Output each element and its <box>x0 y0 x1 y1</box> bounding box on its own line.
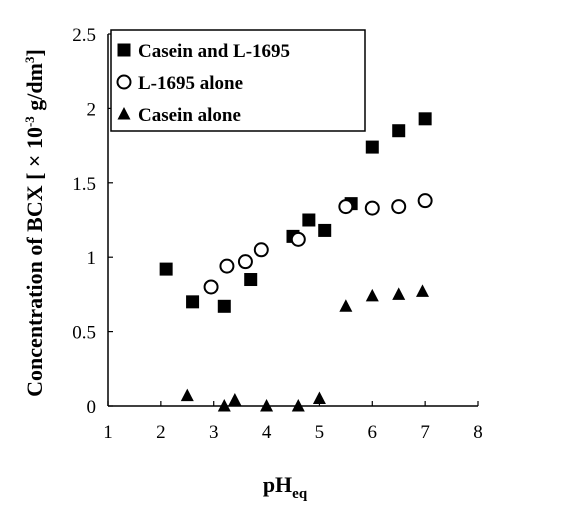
data-point-casein-alone <box>392 287 406 300</box>
y-tick-label: 2 <box>87 99 97 120</box>
data-point-l1695-alone <box>219 258 235 274</box>
y-tick-label: 0 <box>87 397 97 418</box>
data-point-casein-alone <box>339 299 353 312</box>
data-point-l1695-alone <box>253 242 269 258</box>
legend-label-casein-alone: Casein alone <box>138 105 241 126</box>
data-point-casein-and-l1695 <box>244 273 258 287</box>
data-point-casein-and-l1695 <box>318 223 332 237</box>
series-casein-alone <box>180 284 429 412</box>
data-point-l1695-alone <box>203 279 219 295</box>
y-tick-label: 1 <box>87 248 97 269</box>
data-point-l1695-alone <box>338 199 354 215</box>
legend-label-casein-and-l1695: Casein and L-1695 <box>138 41 290 62</box>
data-point-casein-and-l1695 <box>418 112 432 126</box>
legend-box <box>110 29 366 132</box>
x-tick-label: 2 <box>156 422 166 443</box>
legend: Casein and L-1695 L-1695 alone Casein alon… <box>110 29 366 132</box>
data-point-l1695-alone <box>364 200 380 216</box>
x-axis-title: pHeq <box>263 472 308 502</box>
data-point-casein-alone <box>180 388 194 402</box>
data-point-casein-and-l1695 <box>217 299 231 313</box>
y-tick-label: 2.5 <box>72 25 96 46</box>
data-point-l1695-alone <box>391 199 407 215</box>
series-l1695-alone <box>203 193 433 295</box>
x-tick-label: 5 <box>315 422 325 443</box>
x-tick-label: 6 <box>368 422 378 443</box>
data-point-l1695-alone <box>417 193 433 209</box>
data-point-casein-and-l1695 <box>186 295 200 309</box>
data-point-casein-alone <box>365 288 379 302</box>
data-point-l1695-alone <box>237 254 253 270</box>
x-tick-label: 4 <box>262 422 272 443</box>
legend-marker-casein-alone <box>117 107 131 120</box>
data-point-casein-and-l1695 <box>392 124 406 138</box>
data-point-casein-and-l1695 <box>365 140 379 154</box>
data-point-casein-alone <box>291 399 305 412</box>
data-point-l1695-alone <box>290 231 306 247</box>
series-casein-and-l1695 <box>159 112 432 313</box>
data-point-casein-and-l1695 <box>159 262 173 276</box>
x-tick-label: 8 <box>473 422 483 443</box>
data-point-casein-alone <box>228 393 242 406</box>
y-axis-title: Concentration of BCX [ × 10-3 g/dm3] <box>22 49 47 397</box>
data-point-casein-and-l1695 <box>302 213 316 227</box>
axes <box>107 34 478 407</box>
tick-labels: 1 2 3 4 5 6 7 8 0 0.5 1 1.5 2 2.5 <box>72 25 483 443</box>
x-tick-label: 1 <box>103 422 113 443</box>
legend-marker-l1695-alone <box>116 74 132 90</box>
y-tick-label: 0.5 <box>72 323 96 344</box>
data-point-casein-alone <box>260 399 274 412</box>
legend-marker-casein-and-l1695 <box>117 43 131 57</box>
legend-label-l1695-alone: L-1695 alone <box>138 73 243 94</box>
x-tick-label: 7 <box>420 422 430 443</box>
data-markers <box>159 112 433 412</box>
data-point-casein-alone <box>217 399 231 412</box>
y-tick-label: 1.5 <box>72 174 96 195</box>
data-point-casein-alone <box>416 284 429 297</box>
x-tick-label: 3 <box>209 422 219 443</box>
data-point-casein-alone <box>312 391 326 405</box>
